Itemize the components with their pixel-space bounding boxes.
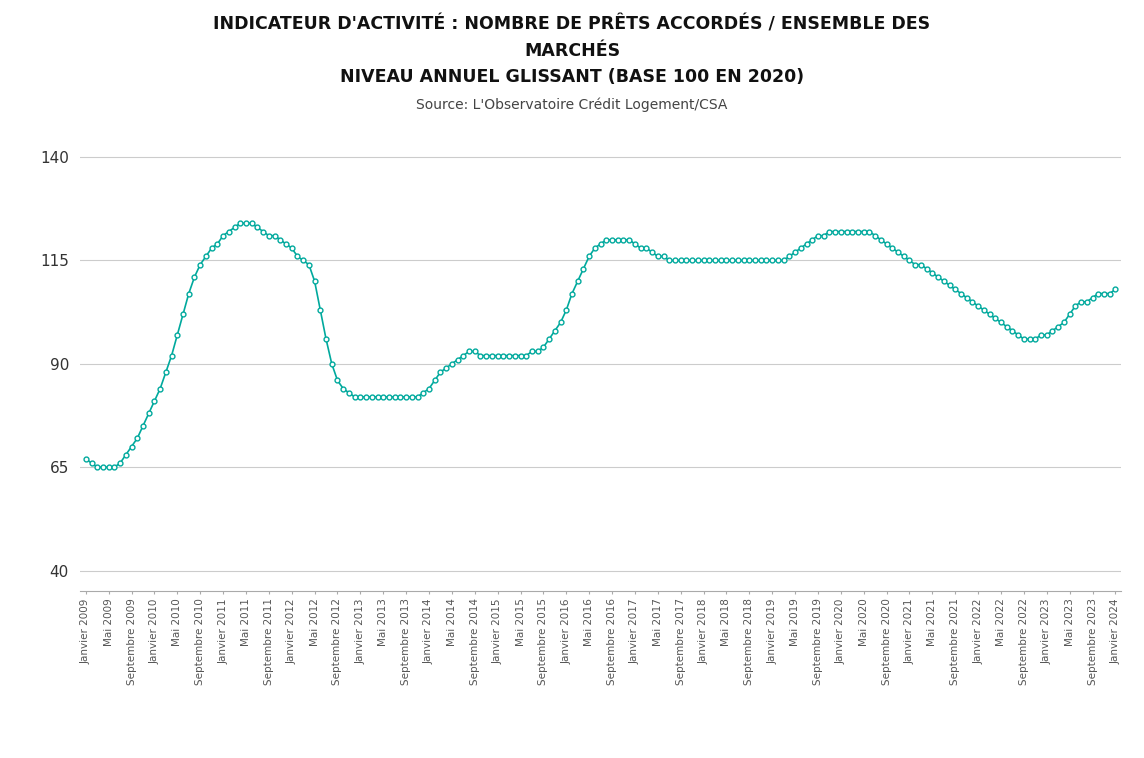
Text: NIVEAU ANNUEL GLISSANT (BASE 100 EN 2020): NIVEAU ANNUEL GLISSANT (BASE 100 EN 2020… [340, 68, 804, 86]
Text: INDICATEUR D'ACTIVITÉ : NOMBRE DE PRÊTS ACCORDÉS / ENSEMBLE DES: INDICATEUR D'ACTIVITÉ : NOMBRE DE PRÊTS … [214, 15, 930, 33]
Text: Source: L'Observatoire Crédit Logement/CSA: Source: L'Observatoire Crédit Logement/C… [416, 97, 728, 111]
Text: MARCHÉS: MARCHÉS [524, 42, 620, 60]
